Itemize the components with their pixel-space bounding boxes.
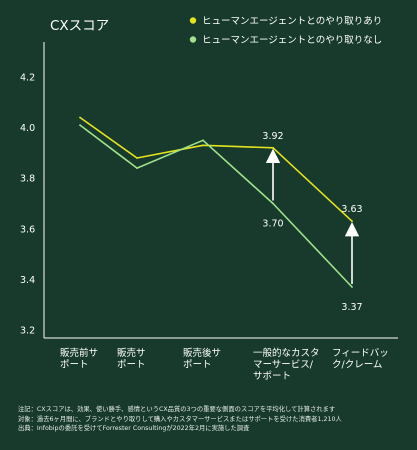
data-label: 3.63 — [341, 204, 362, 215]
x-category-label: フィードバック/クレーム — [332, 348, 389, 371]
x-category-label-line: ポート — [117, 360, 146, 371]
series-layer — [79, 116, 353, 288]
x-category-label-line: ポート — [60, 360, 89, 371]
data-point — [136, 167, 138, 170]
chart-title: CXスコア — [50, 18, 109, 34]
x-category-label-line: ク/クレーム — [332, 360, 382, 371]
legend-label: ヒューマンエージェントとのやり取りなし — [202, 35, 382, 46]
footnote-source: 出典：Infobipの委託を受けてForrester Consultingが20… — [18, 425, 250, 433]
y-tick-label: 3.6 — [20, 224, 35, 235]
x-category-label-line: 販売サ — [117, 347, 146, 359]
legend-marker — [189, 36, 197, 43]
legend-marker — [189, 17, 197, 24]
data-point — [272, 146, 274, 149]
y-tick-label: 3.2 — [20, 326, 35, 337]
x-category-label: 販売サポート — [117, 347, 146, 371]
data-label: 3.70 — [262, 219, 283, 230]
x-category-label: 一般的なカスタマーサービス/サポート — [253, 347, 320, 382]
x-category-label: 販売前サポート — [60, 347, 98, 371]
series-line-2 — [79, 124, 353, 288]
data-point — [351, 220, 353, 223]
x-category-label: 販売後サポート — [183, 347, 221, 371]
footnote-target: 対象：過去6ヶ月間に、ブランドとやり取りして購入やカスタマーサービスまたはサポー… — [18, 415, 342, 423]
y-tick-label: 3.4 — [20, 275, 35, 286]
data-point — [136, 157, 138, 159]
y-tick-label: 3.8 — [20, 174, 35, 185]
y-tick-label: 4.0 — [20, 123, 35, 134]
data-label: 3.37 — [341, 302, 362, 313]
data-point — [202, 139, 204, 142]
legend-label: ヒューマンエージェントとのやり取りあり — [202, 16, 382, 27]
y-tick-label: 4.2 — [20, 73, 35, 84]
x-category-label-line: 一般的なカスタ — [253, 347, 320, 359]
data-point — [79, 124, 81, 126]
series-line-1 — [79, 116, 353, 222]
x-category-label-line: サポート — [253, 371, 291, 382]
x-category-label-line: 販売前サ — [60, 347, 98, 359]
footnote-note: 注記：CXスコアは、効果、使い勝手、感情というCX品質の3つの重要な側面のスコア… — [18, 406, 336, 413]
x-category-label-line: フィードバッ — [332, 348, 389, 359]
x-category-label-line: 販売後サ — [183, 347, 221, 359]
axes: 3.23.43.63.84.04.2販売前サポート販売サポート販売後サポート一般… — [20, 42, 398, 382]
data-label: 3.92 — [262, 131, 283, 142]
data-point — [202, 144, 204, 147]
x-category-label-line: ポート — [183, 360, 212, 371]
data-point — [272, 202, 274, 205]
data-point — [79, 116, 81, 119]
x-category-label-line: マーサービス/ — [253, 360, 314, 371]
annotation-layer: 3.92 3.70 3.63 3.37 — [262, 131, 362, 313]
data-point — [351, 286, 353, 288]
footnotes: 注記：CXスコアは、効果、使い勝手、感情というCX品質の3つの重要な側面のスコア… — [18, 405, 410, 434]
